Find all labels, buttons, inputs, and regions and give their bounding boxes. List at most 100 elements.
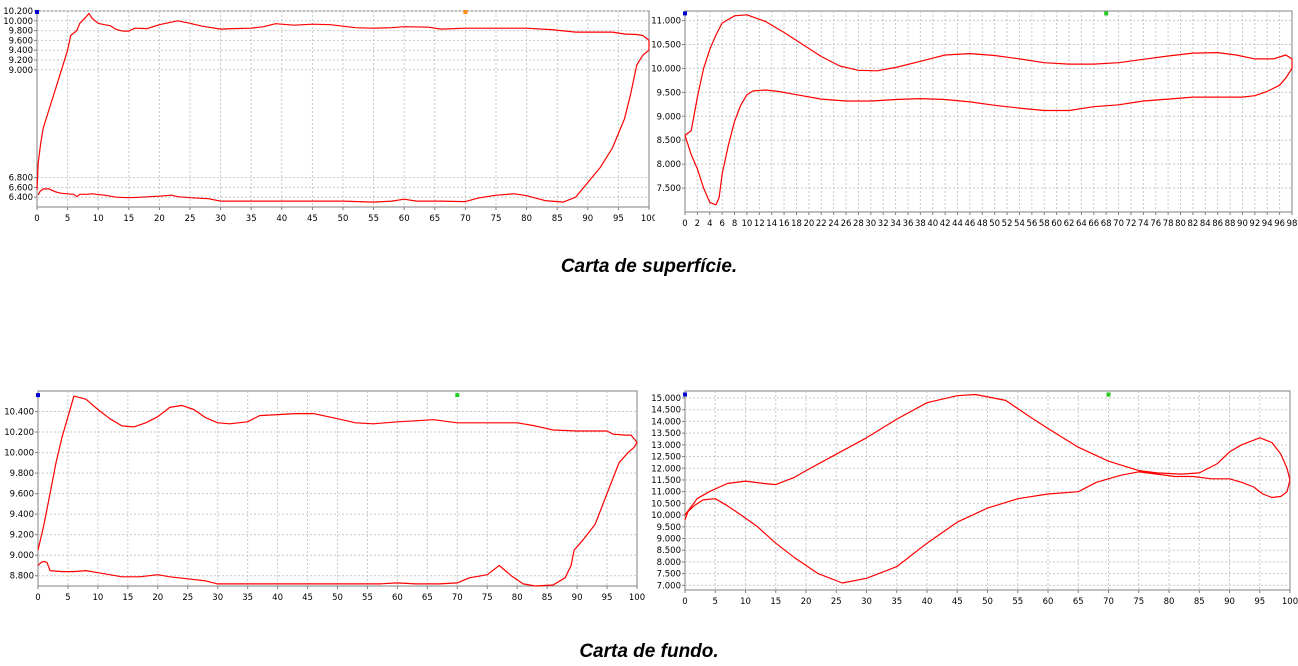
y-tick-label: 10.200 xyxy=(4,428,34,438)
x-tick-label: 54 xyxy=(1014,219,1025,229)
x-tick-label: 45 xyxy=(307,214,318,224)
x-tick-label: 100 xyxy=(629,593,645,603)
x-tick-label: 0 xyxy=(35,593,40,603)
x-tick-label: 12 xyxy=(754,219,765,229)
y-tick-label: 8.000 xyxy=(657,160,681,170)
y-tick-label: 7.500 xyxy=(657,184,681,194)
x-tick-label: 52 xyxy=(1002,219,1013,229)
x-tick-label: 80 xyxy=(1175,219,1186,229)
y-tick-label: 10.400 xyxy=(4,408,34,418)
x-tick-label: 68 xyxy=(1101,219,1112,229)
y-tick-label: 9.600 xyxy=(10,490,34,500)
marker-point xyxy=(683,392,687,397)
surface-left-chart: 0 5 10 15 20 25 30 35 40 45 50 55 60 65 70 75 80 85 90 95 10… xyxy=(3,7,655,224)
x-tick-label: 10 xyxy=(740,597,751,607)
x-tick-label: 88 xyxy=(1225,219,1236,229)
x-tick-label: 35 xyxy=(242,593,253,603)
x-tick-label: 65 xyxy=(429,214,440,224)
y-tick-label: 10.000 xyxy=(3,17,33,27)
x-tick-label: 8 xyxy=(732,219,737,229)
x-tick-label: 50 xyxy=(332,593,343,603)
series-line xyxy=(684,14,1293,206)
y-tick-label: 10.200 xyxy=(3,7,33,17)
y-tick-label: 7.000 xyxy=(657,581,681,591)
bottom-left-chart: 0 5 10 15 20 25 30 35 40 45 50 55 60 65 70 75 80 85 90 95 10… xyxy=(4,390,645,603)
x-tick-label: 75 xyxy=(491,214,502,224)
x-tick-label: 30 xyxy=(865,219,876,229)
y-tick-label: 14.500 xyxy=(651,406,681,416)
x-tick-label: 85 xyxy=(1194,597,1205,607)
x-tick-label: 2 xyxy=(695,219,700,229)
y-tick-label: 9.400 xyxy=(9,46,33,56)
x-tick-label: 90 xyxy=(582,214,593,224)
x-tick-label: 26 xyxy=(841,219,852,229)
x-tick-label: 40 xyxy=(272,593,283,603)
series-line xyxy=(36,12,650,203)
surface-right-chart: 0 2 4 6 8 10 12 14 16 18 20 22 24 26 28 30 32 34 36 38 40 42 4… xyxy=(651,10,1297,229)
y-tick-label: 13.500 xyxy=(651,429,681,439)
x-tick-label: 85 xyxy=(552,214,563,224)
y-tick-label: 9.000 xyxy=(9,66,33,76)
x-tick-label: 70 xyxy=(460,214,471,224)
y-tick-label: 12.000 xyxy=(651,464,681,474)
x-tick-label: 85 xyxy=(542,593,553,603)
y-tick-label: 9.400 xyxy=(10,510,34,520)
marker-point xyxy=(455,393,460,398)
x-tick-label: 82 xyxy=(1187,219,1198,229)
x-tick-label: 0 xyxy=(682,597,687,607)
y-tick-label: 10.500 xyxy=(651,41,681,51)
x-tick-label: 55 xyxy=(368,214,379,224)
x-tick-label: 10 xyxy=(93,214,104,224)
x-tick-label: 20 xyxy=(803,219,814,229)
x-tick-label: 86 xyxy=(1212,219,1223,229)
x-tick-label: 80 xyxy=(1164,597,1175,607)
y-tick-label: 10.000 xyxy=(4,449,34,459)
surface-caption: Carta de superfície. xyxy=(560,256,738,277)
x-tick-label: 65 xyxy=(422,593,433,603)
y-tick-label: 6.400 xyxy=(9,193,33,203)
x-tick-label: 5 xyxy=(713,597,718,607)
y-tick-label: 9.200 xyxy=(9,56,33,66)
y-tick-label: 8.000 xyxy=(657,558,681,568)
x-tick-label: 46 xyxy=(965,219,976,229)
x-tick-label: 90 xyxy=(1237,219,1248,229)
y-tick-label: 7.500 xyxy=(657,570,681,580)
x-tick-label: 15 xyxy=(770,597,781,607)
x-tick-label: 40 xyxy=(927,219,938,229)
x-tick-label: 28 xyxy=(853,219,864,229)
x-tick-label: 25 xyxy=(182,593,193,603)
y-tick-label: 9.500 xyxy=(657,88,681,98)
x-tick-label: 30 xyxy=(212,593,223,603)
x-tick-label: 45 xyxy=(302,593,313,603)
x-tick-label: 30 xyxy=(215,214,226,224)
x-tick-label: 78 xyxy=(1163,219,1174,229)
x-tick-label: 55 xyxy=(1012,597,1023,607)
x-tick-label: 55 xyxy=(362,593,373,603)
y-tick-label: 14.000 xyxy=(651,417,681,427)
y-tick-label: 9.000 xyxy=(10,551,34,561)
y-tick-label: 9.200 xyxy=(10,531,34,541)
x-tick-label: 24 xyxy=(828,219,839,229)
y-tick-label: 11.000 xyxy=(651,17,681,27)
y-tick-label: 6.800 xyxy=(9,174,33,184)
x-tick-label: 50 xyxy=(338,214,349,224)
y-tick-label: 11.000 xyxy=(651,488,681,498)
x-tick-label: 5 xyxy=(65,214,70,224)
x-tick-label: 56 xyxy=(1026,219,1037,229)
x-tick-label: 60 xyxy=(1051,219,1062,229)
x-tick-label: 75 xyxy=(482,593,493,603)
x-tick-label: 10 xyxy=(92,593,103,603)
x-tick-label: 50 xyxy=(982,597,993,607)
y-tick-label: 9.800 xyxy=(10,469,34,479)
y-tick-label: 9.600 xyxy=(9,36,33,46)
x-tick-label: 70 xyxy=(1113,219,1124,229)
y-tick-label: 15.000 xyxy=(651,394,681,404)
x-tick-label: 70 xyxy=(1103,597,1114,607)
y-tick-label: 8.500 xyxy=(657,136,681,146)
x-tick-label: 16 xyxy=(779,219,790,229)
x-tick-label: 40 xyxy=(276,214,287,224)
x-tick-label: 95 xyxy=(613,214,624,224)
marker-point xyxy=(36,393,40,398)
x-tick-label: 76 xyxy=(1150,219,1161,229)
x-tick-label: 62 xyxy=(1064,219,1075,229)
